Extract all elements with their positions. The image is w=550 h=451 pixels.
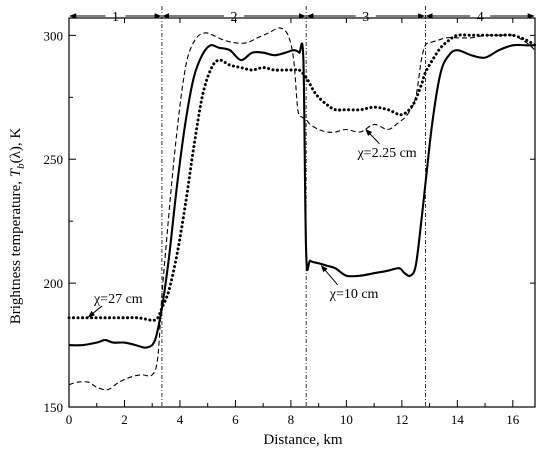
annotation-arrow	[320, 265, 339, 286]
y-axis-title: Brightness temperature, Tb(λ), K	[8, 128, 27, 325]
x-axis-title: Distance, km	[263, 432, 342, 448]
y-tick-label: 250	[44, 152, 64, 167]
x-tick-label: 6	[232, 412, 239, 427]
y-tick-label: 150	[44, 400, 64, 415]
x-tick-label: 10	[340, 412, 353, 427]
y-tick-label: 300	[44, 28, 64, 43]
series-line-dotted	[67, 33, 537, 322]
annotation-arrow	[87, 305, 103, 318]
x-tick-label: 8	[288, 412, 295, 427]
annotation-label: χ=10 cm	[329, 287, 379, 302]
plot-frame	[68, 17, 536, 408]
x-tick-label: 12	[395, 412, 408, 427]
annotation-arrow	[365, 128, 380, 145]
annotation-label: χ=27 cm	[93, 292, 143, 307]
x-tick-label: 0	[66, 412, 73, 427]
axes: 0 2 4 6 8 10 12 14 16 150 200 250 300	[44, 17, 536, 427]
curve-annotations: χ=27 cm χ=2.25 cm χ=10 cm	[87, 128, 417, 318]
x-tick-label: 2	[121, 412, 128, 427]
x-tick-label: 4	[177, 412, 184, 427]
x-tick-label: 16	[506, 412, 520, 427]
annotation-label: χ=2.25 cm	[356, 146, 416, 161]
series-line-dashed	[68, 27, 536, 391]
y-tick-label: 200	[44, 276, 64, 291]
series-lines	[67, 27, 537, 391]
x-tick-label: 14	[451, 412, 465, 427]
